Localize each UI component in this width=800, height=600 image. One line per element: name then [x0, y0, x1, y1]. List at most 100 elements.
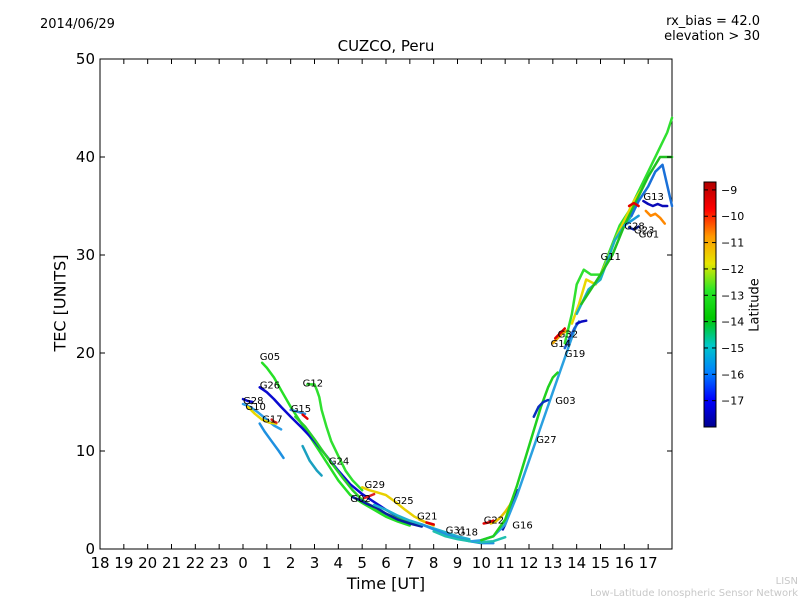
colorbar-tick-label: −14: [721, 316, 744, 329]
sat-label-g11: G11: [601, 252, 621, 263]
axes: 18 19 20 21 22 23 0 1 2 3 4 5 6 7 8 9 10 11 12 13 14 15 16 1701…: [76, 50, 672, 572]
series-g32: [553, 327, 567, 340]
sat-label-g05: G05: [260, 352, 280, 363]
x-tick-label: 8: [429, 554, 439, 572]
x-tick-label: 23: [210, 554, 229, 572]
series-g15-red: [301, 413, 309, 420]
sat-label-g21: G21: [417, 512, 437, 523]
sat-label-g28: G28: [624, 222, 644, 233]
chart-title: CUZCO, Peru: [337, 37, 435, 55]
sat-label-g01: G01: [639, 229, 659, 240]
x-tick-label: 10: [472, 554, 491, 572]
x-tick-label: 11: [496, 554, 515, 572]
sat-label-g03: G03: [555, 396, 575, 407]
series-g13-orange: [644, 209, 667, 225]
x-tick-label: 20: [138, 554, 157, 572]
colorbar-tick-label: −10: [721, 210, 744, 223]
series-g03-b: [532, 398, 550, 418]
series-g17: [246, 405, 278, 425]
x-tick-label: 16: [615, 554, 634, 572]
series-g22-red: [482, 519, 495, 525]
sat-label-g23: G23: [634, 225, 654, 236]
x-tick-label: 1: [262, 554, 272, 572]
colorbar-tick-label: −11: [721, 237, 744, 250]
sat-label-g32: G32: [558, 329, 578, 340]
sat-label-g24: G24: [329, 457, 349, 468]
x-tick-label: 7: [405, 554, 415, 572]
y-tick-label: 40: [76, 148, 95, 166]
x-tick-label: 13: [543, 554, 562, 572]
series-g15: [289, 408, 307, 416]
x-tick-label: 15: [591, 554, 610, 572]
footer-lisn: LISN: [775, 576, 798, 587]
x-tick-label: 5: [357, 554, 367, 572]
colorbar-tick-label: −17: [721, 395, 744, 408]
elevation-label: elevation > 30: [664, 29, 760, 44]
x-tick-label: 9: [453, 554, 463, 572]
series-g17-red: [270, 418, 278, 424]
series-g05: [260, 361, 412, 527]
x-tick-label: 14: [567, 554, 586, 572]
sat-label-g27: G27: [536, 435, 556, 446]
series-g14: [551, 329, 569, 345]
series-g02: [351, 495, 424, 528]
sat-label-g18: G18: [458, 527, 478, 538]
sat-label-g15: G15: [291, 404, 311, 415]
series-g28: [241, 397, 254, 404]
sat-label-g29: G29: [365, 480, 385, 491]
y-tick-label: 0: [85, 540, 95, 558]
sat-label-g10: G10: [245, 402, 265, 413]
series-g12: [306, 383, 364, 492]
series-g29-red: [363, 492, 376, 500]
series-g03: [480, 371, 559, 542]
rx-bias-label: rx_bias = 42.0: [666, 14, 760, 29]
series-g13: [642, 199, 669, 208]
series-g19-b: [575, 319, 588, 325]
x-tick-label: 2: [286, 554, 296, 572]
chart-date: 2014/06/29: [40, 17, 115, 32]
sat-label-g16: G16: [512, 520, 532, 531]
series-g27: [470, 322, 578, 543]
series-g21-red: [425, 521, 435, 526]
series-g-up4: [630, 163, 674, 218]
sat-label-g26: G26: [260, 380, 280, 391]
sat-label-g25: G25: [393, 496, 413, 507]
x-tick-label: 22: [186, 554, 205, 572]
latitude-colorbar: [703, 181, 717, 428]
x-tick-label: 6: [381, 554, 391, 572]
x-tick-label: 21: [162, 554, 181, 572]
sat-label-g28: G28: [243, 396, 263, 407]
series-g23: [623, 214, 640, 227]
series-g24-b: [301, 444, 323, 477]
series-g18: [432, 530, 507, 544]
series-layer: [241, 116, 674, 545]
colorbar-tick-label: −16: [721, 368, 744, 381]
x-tick-label: 4: [334, 554, 344, 572]
colorbar-tick-label: −9: [721, 184, 737, 197]
sat-label-g13: G13: [643, 192, 663, 203]
colorbar-tick-label: −13: [721, 289, 744, 302]
sat-label-g17: G17: [262, 415, 282, 426]
y-tick-label: 30: [76, 246, 95, 264]
sat-label-g19: G19: [565, 349, 585, 360]
x-tick-label: 12: [519, 554, 538, 572]
footer-network: Low-Latitude Ionospheric Sensor Network: [590, 588, 798, 599]
series-g17-b: [258, 422, 285, 460]
sat-label-g02: G02: [350, 494, 370, 505]
sat-label-g14: G14: [551, 339, 571, 350]
x-tick-label: 3: [310, 554, 320, 572]
sat-label-g22: G22: [484, 516, 504, 527]
series-g01: [627, 225, 640, 231]
colorbar-tick-label: −12: [721, 263, 744, 276]
x-tick-label: 17: [639, 554, 658, 572]
colorbar-tick-label: −15: [721, 342, 744, 355]
x-tick-label: 0: [238, 554, 248, 572]
y-tick-label: 10: [76, 442, 95, 460]
sat-label-g31: G31: [446, 525, 466, 536]
y-tick-label: 20: [76, 344, 95, 362]
x-axis-label: Time [UT]: [346, 574, 426, 593]
series-g19: [563, 320, 581, 350]
x-tick-label: 19: [114, 554, 133, 572]
